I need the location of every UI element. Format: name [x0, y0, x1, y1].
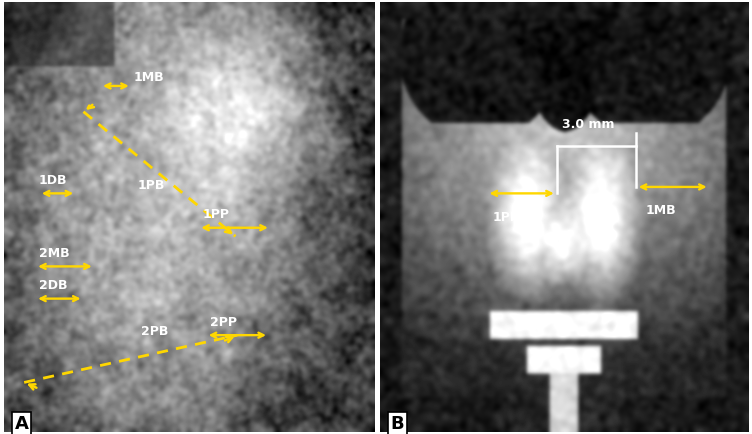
Text: 2PP: 2PP	[210, 316, 237, 329]
Text: 2MB: 2MB	[39, 247, 70, 260]
Text: 1MB: 1MB	[645, 204, 676, 217]
Text: 1DB: 1DB	[39, 174, 68, 187]
Text: 3.0 mm: 3.0 mm	[562, 118, 614, 131]
Text: 2DB: 2DB	[39, 279, 68, 292]
Text: 2PB: 2PB	[141, 325, 168, 338]
Text: 1MB: 1MB	[134, 71, 164, 84]
Text: 1PP: 1PP	[492, 210, 519, 224]
Text: 1PP: 1PP	[202, 208, 229, 221]
Text: B: B	[391, 414, 405, 433]
Text: A: A	[15, 414, 29, 433]
Text: 1PB: 1PB	[137, 179, 165, 192]
